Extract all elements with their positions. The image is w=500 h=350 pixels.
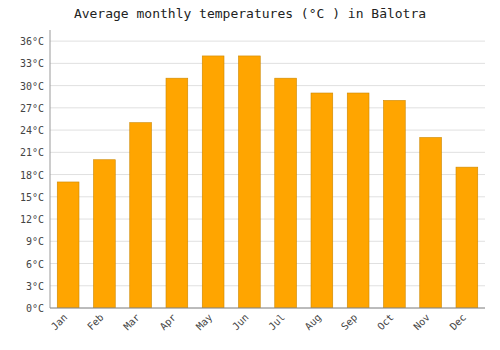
grid-line — [50, 308, 485, 309]
grid-line — [50, 107, 485, 108]
bar — [94, 160, 116, 308]
bar — [456, 167, 478, 308]
grid-line — [50, 85, 485, 86]
x-tick-label: Feb — [85, 312, 106, 333]
bar — [311, 93, 333, 308]
x-tick-label: Apr — [158, 312, 179, 333]
x-tick-label: Jun — [230, 312, 251, 333]
grid-line — [50, 63, 485, 64]
y-tick-label: 33°C — [20, 58, 44, 69]
bars — [57, 56, 478, 308]
bar — [384, 100, 406, 308]
bar — [347, 93, 369, 308]
y-tick-label: 9°C — [26, 236, 44, 247]
x-tick-label: Aug — [303, 312, 324, 333]
y-tick-label: 18°C — [20, 170, 44, 181]
y-tick-label: 15°C — [20, 192, 44, 203]
y-tick-label: 12°C — [20, 214, 44, 225]
x-axis-line — [50, 308, 485, 309]
y-tick-label: 30°C — [20, 81, 44, 92]
title: Average monthly temperatures (°C ) in Bā… — [74, 6, 426, 21]
y-tick-label: 21°C — [20, 147, 44, 158]
y-axis-line — [50, 30, 51, 308]
bar — [130, 123, 152, 308]
x-tick-label: May — [194, 312, 215, 333]
bar — [202, 56, 224, 308]
y-tick-label: 3°C — [26, 281, 44, 292]
page: {"chart_data": {"type": "bar", "title": … — [0, 0, 500, 350]
y-tick-label: 36°C — [20, 36, 44, 47]
grid — [50, 41, 485, 308]
bar — [420, 137, 442, 308]
bar — [166, 78, 188, 308]
grid-line — [50, 130, 485, 131]
y-tick-label: 27°C — [20, 103, 44, 114]
x-tick-label: Nov — [411, 312, 432, 333]
y-tick-label: 6°C — [26, 259, 44, 270]
x-tick-label: Dec — [448, 312, 469, 333]
chart-container: Average monthly temperatures (°C ) in Bā… — [0, 0, 500, 350]
x-tick-label: Jul — [266, 312, 287, 333]
chart-svg: Average monthly temperatures (°C ) in Bā… — [0, 0, 500, 350]
bar — [239, 56, 261, 308]
x-tick-label: Jan — [49, 312, 70, 333]
bar — [57, 182, 79, 308]
bar — [275, 78, 297, 308]
x-tick-label: Sep — [339, 312, 360, 333]
grid-line — [50, 41, 485, 42]
x-tick-label: Oct — [375, 312, 396, 333]
x-tick-label: Mar — [121, 312, 142, 333]
y-tick-label: 24°C — [20, 125, 44, 136]
y-tick-label: 0°C — [26, 303, 44, 314]
